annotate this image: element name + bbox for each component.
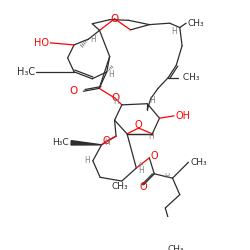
Text: H: H [108, 70, 114, 79]
Text: O: O [140, 182, 147, 192]
Text: CH₃: CH₃ [190, 158, 207, 167]
Text: H: H [104, 138, 110, 147]
Text: H₃C: H₃C [52, 138, 68, 147]
Text: CH₃: CH₃ [112, 182, 128, 191]
Text: O: O [70, 86, 78, 96]
Text: H₃C: H₃C [16, 67, 35, 77]
Text: H: H [172, 27, 177, 36]
Text: OH: OH [176, 111, 191, 121]
Text: H: H [84, 156, 90, 165]
Text: CH₃: CH₃ [180, 73, 200, 82]
Text: CH₃: CH₃ [167, 245, 184, 250]
Text: O: O [110, 14, 119, 24]
Polygon shape [71, 141, 102, 145]
Text: HO: HO [34, 38, 48, 48]
Text: H: H [149, 96, 155, 105]
Text: H: H [148, 132, 154, 141]
Text: O: O [135, 120, 142, 130]
Text: H: H [138, 166, 144, 175]
Text: H: H [114, 97, 119, 106]
Text: O: O [150, 151, 158, 161]
Text: H: H [165, 172, 170, 178]
Text: O: O [102, 136, 110, 146]
Text: CH₃: CH₃ [188, 19, 204, 28]
Text: O: O [111, 93, 120, 103]
Text: H: H [90, 35, 96, 44]
